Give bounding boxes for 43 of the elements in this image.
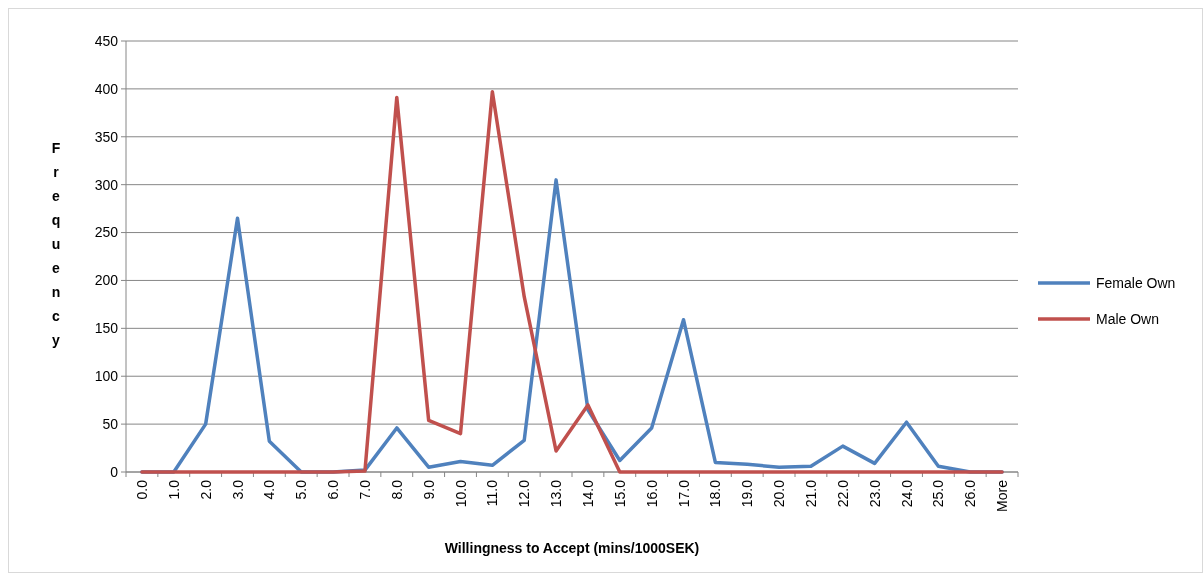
x-tick-label: 16.0 [643, 479, 660, 508]
y-tick-label: 250 [94, 224, 119, 241]
x-tick-label: 14.0 [579, 479, 596, 508]
x-tick-label: 8.0 [388, 479, 405, 500]
line-series [140, 90, 1004, 474]
x-tick-label: 24.0 [898, 479, 915, 508]
x-tick-label: 15.0 [611, 479, 628, 508]
y-tick-label: 0 [110, 463, 119, 480]
x-tick-label: 13.0 [548, 479, 565, 508]
x-tick-label: 18.0 [707, 479, 724, 508]
x-tick-label: 25.0 [930, 479, 947, 508]
x-tick-label: 5.0 [293, 479, 310, 500]
y-tick-label: 350 [94, 128, 119, 145]
y-tick-label: 100 [94, 368, 119, 385]
y-tick-label: 450 [94, 32, 119, 49]
x-tick-label: 4.0 [261, 479, 278, 500]
x-tick-label: 19.0 [739, 479, 756, 508]
x-tick-label: 23.0 [866, 479, 883, 508]
x-axis-title: Willingness to Accept (mins/1000SEK) [444, 540, 700, 556]
x-tick-label: 22.0 [834, 479, 851, 508]
y-tick-label: 300 [94, 176, 119, 193]
legend-label: Male Own [1096, 310, 1160, 327]
x-tick-label: 1.0 [165, 479, 182, 500]
y-tick-label: 400 [94, 80, 119, 97]
x-tick-label: 3.0 [229, 479, 246, 500]
x-tick-label: More [994, 479, 1011, 512]
x-tick-label: 17.0 [675, 479, 692, 508]
x-tick-label: 11.0 [484, 479, 501, 507]
x-tick-label: 9.0 [420, 479, 437, 500]
text: Frequency [51, 140, 61, 348]
x-tick-label: 7.0 [356, 479, 373, 500]
x-tick-label: 21.0 [802, 479, 819, 508]
x-tick-label: 0.0 [133, 479, 150, 500]
x-tick-label: 26.0 [962, 479, 979, 508]
y-tick-label: 150 [94, 320, 119, 337]
x-tick-label: 20.0 [771, 479, 788, 508]
x-tick-label: 12.0 [516, 479, 533, 508]
legend-label: Female Own [1096, 274, 1176, 291]
x-tick-label: 2.0 [197, 479, 214, 500]
y-tick-label: 50 [102, 416, 119, 433]
x-tick-label: 6.0 [325, 479, 342, 500]
x-tick-label: 10.0 [452, 479, 469, 508]
y-tick-label: 200 [94, 272, 119, 289]
